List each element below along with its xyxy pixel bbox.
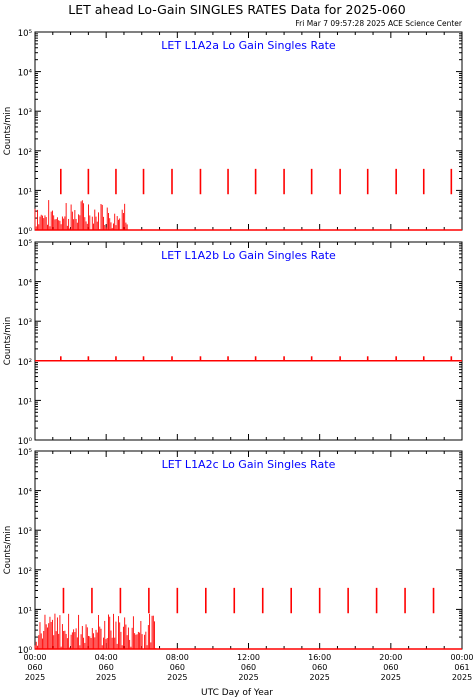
y-tick-label: 10⁰ [18,646,33,656]
x-tick-label: 08:00 [166,653,189,662]
panel-title: LET L1A2c Lo Gain Singles Rate [162,458,336,471]
y-tick-label: 10⁵ [18,29,32,39]
y-tick-label: 10⁴ [18,279,33,289]
y-tick-label: 10³ [18,108,32,118]
x-tick-label: 12:00 [237,653,260,662]
x-tick-label: 2025 [309,673,329,682]
chart-panels: 10⁰ 10¹ 10² 10³ 10⁴ 10⁵ Counts/min LET L1A2a Lo… [3,29,474,682]
panel-title: LET L1A2b Lo Gain Singles Rate [161,249,336,262]
x-tick-label: 060 [99,663,114,672]
x-tick-label: 060 [241,663,256,672]
y-tick-label: 10³ [18,318,32,328]
y-tick-label: 10¹ [18,187,32,197]
panel-3: 10⁰ 10¹ 10² 10³ 10⁴ 10⁵ Counts/min LET L1A2c Lo… [3,448,474,682]
x-tick-label: 00:00 [450,653,473,662]
chart-title: LET ahead Lo-Gain SINGLES RATES Data for… [68,2,405,17]
x-tick-label: 16:00 [308,653,331,662]
plot-frame [34,241,463,441]
y-tick-label: 10⁰ [18,227,33,237]
x-tick-label: 2025 [167,673,187,682]
panel-1: 10⁰ 10¹ 10² 10³ 10⁴ 10⁵ Counts/min LET L1A2a Lo… [3,29,463,237]
x-tick-label: 20:00 [379,653,402,662]
panel-title: LET L1A2a Lo Gain Singles Rate [161,39,336,52]
x-tick-label: 2025 [25,673,45,682]
y-tick-label: 10³ [18,527,32,537]
y-tick-label: 10⁴ [18,488,33,498]
plot-frame [34,31,463,231]
y-tick-label: 10⁰ [18,437,33,447]
y-tick-label: 10⁴ [18,69,33,79]
x-tick-label: 2025 [96,673,116,682]
y-axis-label: Counts/min [3,526,13,575]
y-tick-label: 10² [18,567,32,577]
y-tick-label: 10¹ [18,606,32,616]
x-tick-label: 00:00 [23,653,46,662]
x-tick-label: 2025 [381,673,401,682]
x-tick-label: 061 [454,663,469,672]
y-tick-label: 10⁵ [18,239,32,249]
x-tick-label: 04:00 [95,653,118,662]
y-tick-label: 10⁵ [18,448,32,458]
x-tick-label: 060 [170,663,185,672]
plot-frame [34,450,463,650]
panel-2: 10⁰ 10¹ 10² 10³ 10⁴ 10⁵ Counts/min LET L1A2b Lo… [3,239,463,447]
y-tick-label: 10¹ [18,397,32,407]
x-tick-label: 060 [27,663,42,672]
y-tick-label: 10² [18,358,32,368]
x-tick-label: 060 [312,663,327,672]
timestamp: Fri Mar 7 09:57:28 2025 ACE Science Cent… [295,19,463,28]
x-tick-label: 2025 [238,673,258,682]
x-tick-label: 2025 [452,673,472,682]
y-axis-label: Counts/min [3,107,13,156]
x-tick-label: 060 [383,663,398,672]
x-axis-label: UTC Day of Year [201,688,273,698]
y-tick-label: 10² [18,148,32,158]
y-axis-label: Counts/min [3,317,13,366]
